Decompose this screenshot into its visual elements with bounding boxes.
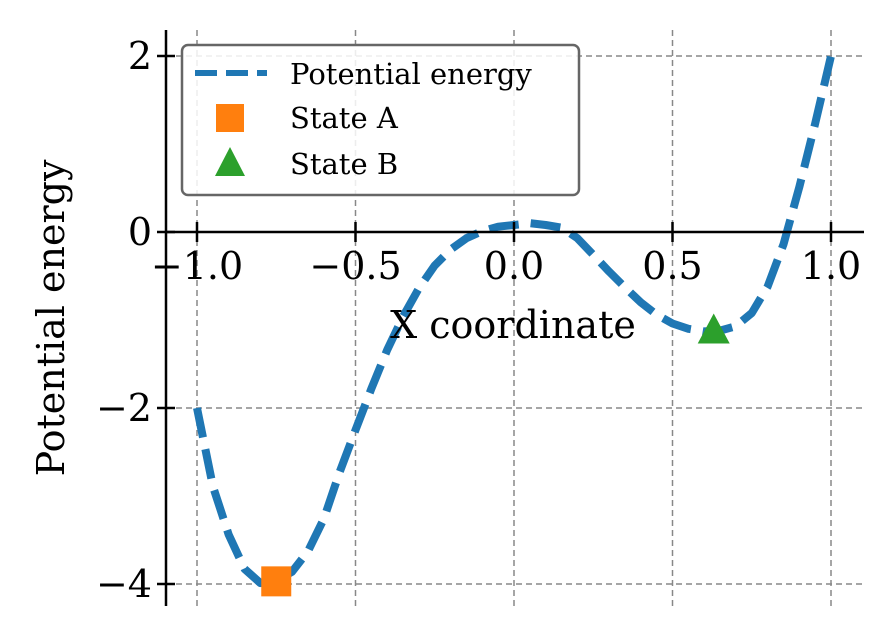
legend-frame — [180, 43, 581, 197]
x-tick-label: 0.0 — [484, 244, 544, 288]
y-tick-label: −2 — [96, 386, 152, 430]
ticks: −1.0 −0.5 0.0 0.5 1.0 −4 −2 0 2 — [96, 34, 861, 606]
x-tick-label: 1.0 — [801, 244, 861, 288]
state-a-marker — [261, 566, 292, 597]
markers — [261, 313, 730, 597]
legend-triangle-swatch — [215, 147, 245, 176]
y-tick-label: 2 — [128, 34, 152, 78]
legend-label-state-a: State A — [290, 101, 399, 135]
y-axis-title: Potential energy — [29, 159, 73, 476]
x-axis-title: X coordinate — [390, 303, 636, 347]
legend: Potential energy State A State B — [180, 43, 581, 197]
y-tick-label: −4 — [96, 562, 152, 606]
x-tick-label: 0.5 — [642, 244, 702, 288]
x-tick-label: −0.5 — [309, 244, 401, 288]
legend-label-state-b: State B — [290, 147, 398, 181]
state-b-marker — [697, 313, 730, 344]
legend-label-potential-energy: Potential energy — [290, 57, 532, 91]
x-tick-label: −1.0 — [151, 244, 243, 288]
y-tick-label: 0 — [128, 210, 152, 254]
legend-square-swatch — [216, 104, 244, 132]
